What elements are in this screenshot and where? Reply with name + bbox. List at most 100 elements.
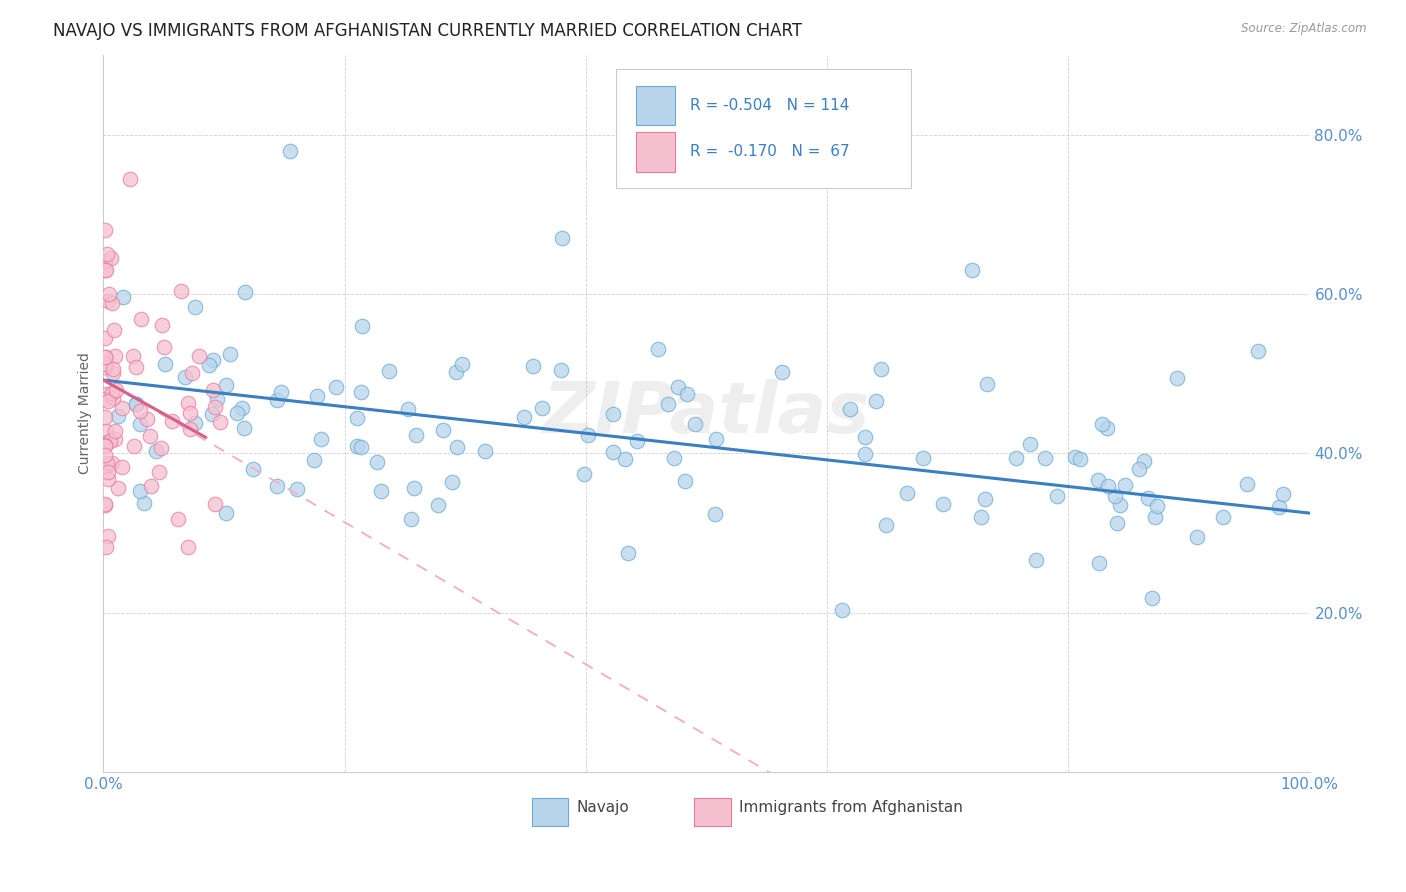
Point [1033,451,1056,466]
Point [101,456,124,470]
Point [616,545,638,559]
Text: ZIPatlas: ZIPatlas [543,379,870,448]
Point [657,397,679,411]
Point [673,475,696,489]
Point [101,392,124,406]
Point [97,435,120,450]
Point [325,380,347,394]
Point [1236,477,1258,491]
Point [111,460,134,475]
Point [474,444,496,458]
Point [145,444,167,458]
Point [122,439,145,453]
Point [104,432,127,446]
Point [870,361,893,376]
Point [94,263,117,277]
Point [184,417,207,431]
Point [432,423,454,437]
Point [94,424,117,438]
Point [107,481,129,495]
Point [446,440,468,454]
Point [209,415,232,429]
Y-axis label: Currently Married: Currently Married [79,352,93,475]
Text: Source: ZipAtlas.com: Source: ZipAtlas.com [1241,22,1367,36]
Point [184,300,207,314]
Point [98,434,121,449]
FancyBboxPatch shape [637,86,675,125]
Point [370,483,392,498]
Point [198,359,221,373]
Point [111,401,134,415]
Point [444,365,467,379]
Point [1069,452,1091,467]
Point [93,498,115,512]
Point [98,287,121,301]
Point [188,349,211,363]
Point [166,512,188,526]
Point [128,417,150,431]
Point [96,247,118,261]
Point [1104,489,1126,503]
Point [215,506,238,520]
Point [1267,500,1289,514]
Point [685,417,707,431]
Point [1247,344,1270,359]
Point [1025,553,1047,567]
Point [662,451,685,466]
Point [231,401,253,416]
FancyBboxPatch shape [637,132,675,171]
Point [94,540,117,554]
Point [215,377,238,392]
Point [309,433,332,447]
Point [125,397,148,411]
Point [179,422,201,436]
Point [93,392,115,406]
Point [378,364,401,378]
Point [853,430,876,444]
Point [427,498,450,512]
Point [100,252,122,266]
Text: Immigrants from Afghanistan: Immigrants from Afghanistan [740,800,963,815]
Point [976,376,998,391]
Point [703,508,725,522]
Point [94,458,117,473]
Point [875,518,897,533]
Point [125,397,148,411]
Point [676,387,699,401]
Point [93,331,115,345]
Point [177,396,200,410]
Point [101,366,124,380]
Point [346,439,368,453]
Point [153,340,176,354]
Point [974,492,997,507]
Point [96,472,118,486]
Point [125,359,148,374]
Point [128,404,150,418]
Point [838,402,860,417]
Point [96,386,118,401]
Point [107,409,129,423]
Point [304,453,326,467]
Point [270,384,292,399]
Point [1088,556,1111,570]
Point [1185,530,1208,544]
Point [160,414,183,428]
Point [112,290,135,304]
Point [576,427,599,442]
Point [103,361,125,376]
Point [1097,479,1119,493]
Point [1087,473,1109,487]
Point [1091,417,1114,432]
Point [97,294,120,309]
Point [853,446,876,460]
Point [704,432,727,446]
Point [97,529,120,543]
Point [93,223,115,237]
FancyBboxPatch shape [695,798,731,826]
Point [1136,491,1159,505]
Point [970,509,993,524]
Point [912,451,935,466]
Point [93,497,115,511]
Point [93,357,115,371]
Point [97,393,120,408]
